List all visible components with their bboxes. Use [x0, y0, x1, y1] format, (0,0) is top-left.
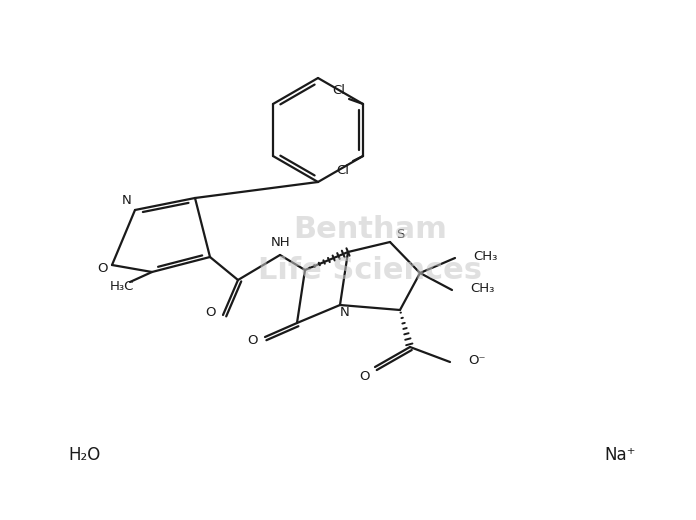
Text: O: O [206, 306, 216, 319]
Text: O: O [360, 370, 370, 384]
Text: Bentham
Life Sciences: Bentham Life Sciences [258, 215, 482, 285]
Text: H₂O: H₂O [69, 446, 101, 464]
Text: CH₃: CH₃ [473, 250, 498, 263]
Text: Cl: Cl [333, 84, 345, 97]
Text: S: S [396, 228, 404, 240]
Text: O: O [248, 334, 258, 347]
Text: CH₃: CH₃ [470, 281, 494, 294]
Text: O⁻: O⁻ [468, 354, 486, 367]
Text: N: N [340, 306, 350, 319]
Text: Na⁺: Na⁺ [604, 446, 635, 464]
Text: Cl: Cl [337, 163, 349, 176]
Text: O: O [97, 263, 107, 276]
Text: N: N [122, 193, 132, 206]
Text: NH: NH [271, 237, 291, 250]
Text: H₃C: H₃C [110, 280, 134, 292]
